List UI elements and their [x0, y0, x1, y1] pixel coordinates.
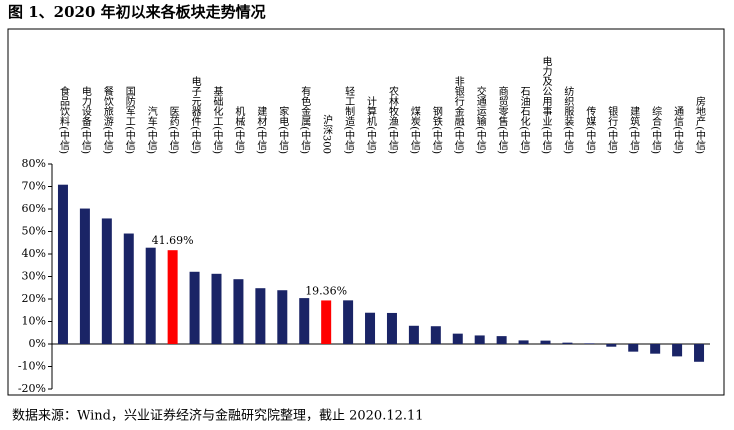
- bar: [101, 218, 112, 344]
- x-tick-label: 医药(中信): [167, 106, 179, 154]
- y-tick-label: -10%: [18, 360, 46, 373]
- x-tick-label: 通信(中信): [672, 106, 684, 154]
- bar: [211, 273, 222, 344]
- x-tick-label: 纺织服装(中信): [562, 85, 574, 154]
- frame: [7, 28, 725, 396]
- bar: [584, 343, 595, 344]
- x-tick-label: 食品饮料(中信): [57, 85, 69, 154]
- bar: [145, 247, 156, 344]
- x-tick-label: 餐饮旅游(中信): [101, 85, 113, 154]
- bar: [299, 298, 310, 344]
- x-tick-label: 计算机(中信): [365, 95, 377, 154]
- y-tick-label: 80%: [22, 157, 46, 170]
- x-tick-label: 钢铁(中信): [430, 105, 442, 154]
- y-tick-label: 50%: [22, 225, 46, 238]
- y-tick-label: 30%: [22, 270, 46, 283]
- bar: [694, 344, 705, 362]
- x-tick-label: 商贸零售(中信): [496, 85, 508, 154]
- bar: [79, 208, 90, 344]
- bar: [430, 326, 441, 344]
- value-label: 41.69%: [152, 234, 194, 247]
- x-tick-label: 传媒(中信): [584, 106, 596, 154]
- x-tick-label: 机械(中信): [233, 105, 245, 154]
- x-tick-label: 石油石化(中信): [518, 86, 530, 154]
- x-tick-label: 轻工制造(中信): [343, 85, 355, 154]
- y-tick-label: -20%: [18, 382, 46, 395]
- x-tick-label: 建材(中信): [255, 105, 267, 154]
- bar: [606, 344, 617, 347]
- x-tick-label: 银行(中信): [606, 105, 618, 154]
- bar: [255, 288, 266, 344]
- x-tick-label: 汽车(中信): [145, 105, 157, 154]
- x-tick-label: 国防军工(中信): [123, 86, 135, 154]
- y-tick-label: 40%: [22, 247, 46, 260]
- bar: [496, 336, 507, 344]
- bar: [518, 340, 529, 344]
- x-tick-label: 基础化工(中信): [211, 85, 223, 154]
- y-tick-label: 0%: [29, 337, 46, 350]
- x-tick-label: 综合(中信): [650, 105, 662, 154]
- bar: [57, 184, 68, 344]
- bar: [233, 279, 244, 344]
- bar: [650, 344, 661, 354]
- x-tick-label: 建筑(中信): [628, 105, 640, 154]
- bar: [474, 335, 485, 344]
- y-tick-label: 10%: [22, 315, 46, 328]
- x-tick-label: 沪深300: [321, 114, 333, 154]
- x-tick-label: 有色金属(中信): [299, 85, 311, 154]
- x-tick-label: 非银行金融(中信): [452, 76, 464, 154]
- value-label: 19.36%: [305, 284, 347, 297]
- bar: [452, 333, 463, 344]
- bar: [321, 300, 332, 344]
- x-tick-label: 农林牧渔(中信): [386, 85, 398, 154]
- bar: [189, 271, 200, 344]
- bar: [628, 344, 639, 352]
- bar: [386, 312, 397, 344]
- bar: [365, 312, 376, 344]
- x-tick-label: 交通运输(中信): [474, 85, 486, 154]
- bar: [672, 344, 683, 357]
- y-tick-label: 60%: [22, 202, 46, 215]
- source-note: 数据来源：Wind，兴业证券经济与金融研究院整理，截止 2020.12.11: [12, 408, 424, 424]
- x-tick-label: 电力设备(中信): [79, 85, 91, 154]
- bar: [408, 325, 419, 344]
- chart-title: 图 1、2020 年初以来各板块走势情况: [8, 3, 266, 21]
- bar: [167, 250, 178, 344]
- y-tick-label: 20%: [22, 292, 46, 305]
- bar: [277, 290, 288, 344]
- x-tick-label: 电子元器件(中信): [189, 75, 201, 154]
- bar: [123, 233, 134, 344]
- x-tick-label: 房地产(中信): [694, 95, 706, 154]
- bar: [562, 342, 573, 344]
- x-tick-label: 电力及公用事业(中信): [540, 55, 552, 154]
- x-tick-label: 家电(中信): [277, 105, 289, 154]
- y-tick-label: 70%: [22, 180, 46, 193]
- bar: [343, 300, 354, 344]
- bar: [540, 340, 551, 344]
- x-tick-label: 煤炭(中信): [408, 105, 420, 154]
